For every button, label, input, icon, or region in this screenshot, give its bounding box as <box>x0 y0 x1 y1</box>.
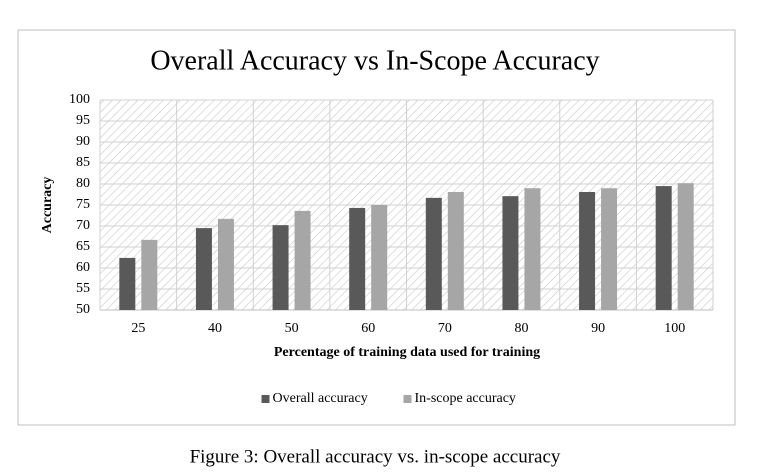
legend-label: Overall accuracy <box>273 391 368 406</box>
bar <box>141 239 158 310</box>
y-tick-label: 100 <box>69 92 90 107</box>
bar <box>349 207 366 310</box>
legend-swatch <box>403 395 412 403</box>
chart-title: Overall Accuracy vs In-Scope Accuracy <box>150 45 599 76</box>
y-tick-label: 60 <box>76 260 90 275</box>
bar <box>655 186 672 310</box>
bar <box>502 196 519 310</box>
bar <box>601 188 618 310</box>
legend-label: In-scope accuracy <box>415 391 516 406</box>
y-tick-label: 95 <box>76 113 90 128</box>
x-tick-label: 60 <box>361 321 375 336</box>
bar <box>524 188 541 310</box>
x-tick-label: 25 <box>131 321 145 336</box>
x-tick-label: 70 <box>438 321 452 336</box>
marks: 50 55 60 65 70 75 80 85 90 95 100 25 40 50 60 70 80 90 100… <box>69 92 714 406</box>
x-tick-label: 100 <box>664 321 685 336</box>
x-tick-label: 50 <box>285 321 299 336</box>
x-tick-label: 40 <box>208 321 222 336</box>
y-tick-label: 75 <box>76 197 90 212</box>
x-axis-label: Percentage of training data used for tra… <box>274 345 540 360</box>
bar <box>677 183 694 310</box>
y-tick-label: 70 <box>76 218 90 233</box>
bar <box>425 197 442 310</box>
caption: Figure 3: Overall accuracy vs. in-scope … <box>190 446 561 467</box>
bar <box>217 218 234 310</box>
y-tick-label: 90 <box>76 134 90 149</box>
y-tick-label: 65 <box>76 239 90 254</box>
bar <box>195 228 212 310</box>
x-tick-label: 80 <box>514 321 528 336</box>
y-tick-label: 85 <box>76 155 90 170</box>
bar <box>447 191 464 310</box>
bar <box>579 191 596 310</box>
x-tick-label: 90 <box>591 321 605 336</box>
y-tick-label: 80 <box>76 176 90 191</box>
y-tick-label: 55 <box>76 281 90 296</box>
bar <box>294 210 311 310</box>
bar <box>371 205 388 310</box>
legend-swatch <box>261 395 270 403</box>
bar <box>272 225 289 310</box>
y-axis-label: Accuracy <box>40 177 55 234</box>
bar <box>119 257 136 310</box>
y-tick-label: 50 <box>76 302 90 317</box>
